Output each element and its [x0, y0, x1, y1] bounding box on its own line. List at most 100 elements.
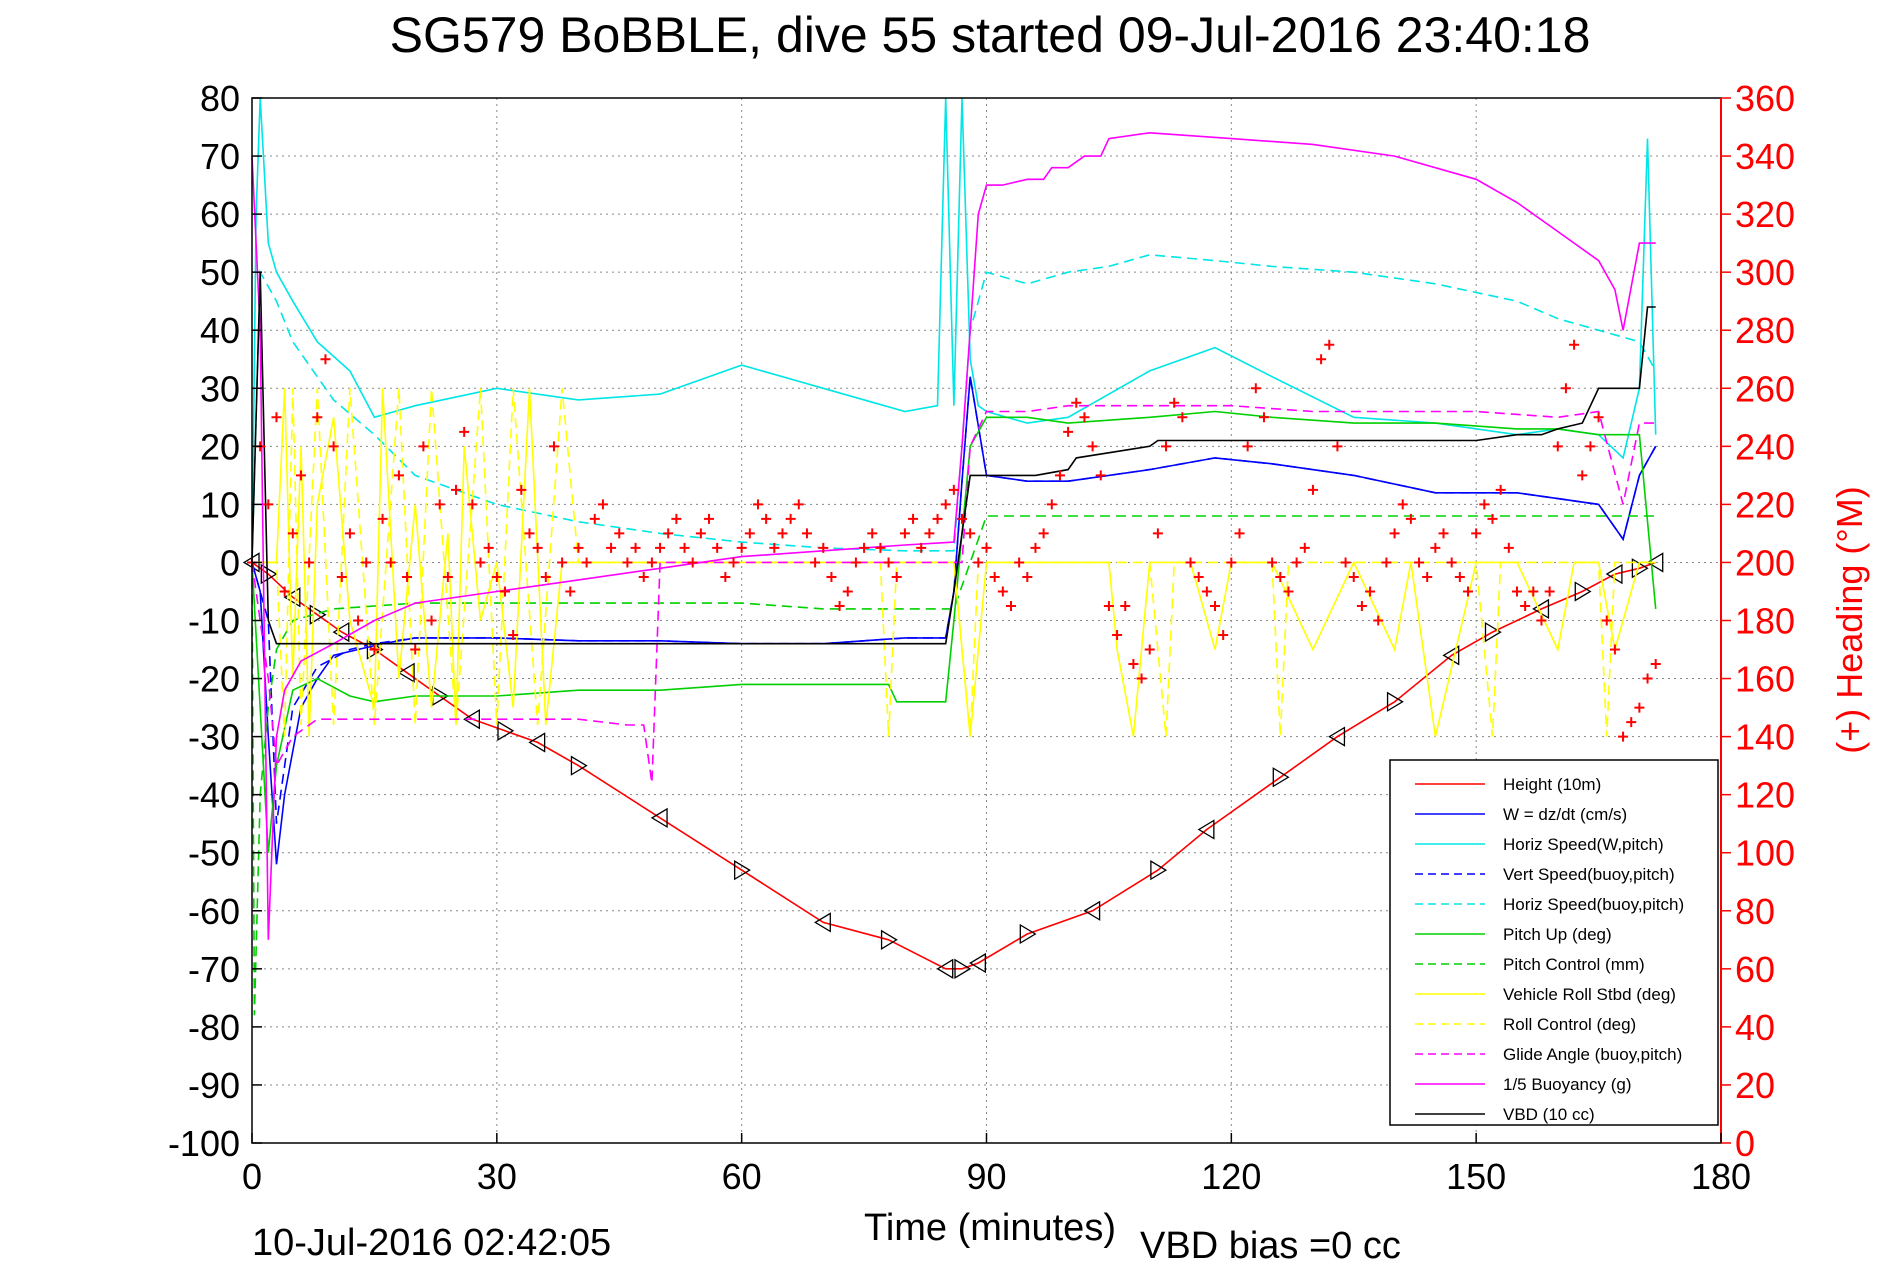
heading-point [1128, 659, 1139, 670]
heading-point [965, 528, 976, 539]
series-line [251, 272, 1656, 645]
height-point [1484, 621, 1502, 643]
heading-point [532, 542, 543, 553]
left-axis: 80 70 60 50 40 30 20 10 0 -10 -20 -30 -40 -50 -60 -70 -8… [168, 78, 262, 1164]
series-6 [251, 515, 1656, 1016]
legend-entry: W = dz/dt (cm/s) [1503, 805, 1627, 824]
height-point [332, 621, 350, 643]
height-point [650, 807, 668, 829]
heading-point [1161, 441, 1172, 452]
series-line [251, 515, 1656, 1016]
heading-point [973, 557, 984, 568]
heading-point [1112, 630, 1123, 641]
heading-point [957, 513, 968, 524]
height-point [1386, 691, 1404, 712]
heading-point [1258, 412, 1269, 423]
heading-point [475, 557, 486, 568]
series-line [251, 376, 1657, 824]
heading-point [1593, 412, 1604, 423]
heading-point [1463, 586, 1474, 597]
heading-point [304, 557, 315, 568]
heading-point [1626, 717, 1637, 728]
heading-point [1609, 644, 1620, 655]
heading-point [916, 542, 927, 553]
y2-tick-label: 280 [1735, 310, 1795, 351]
heading-point [524, 528, 535, 539]
heading-point [1169, 397, 1180, 408]
heading-point [1528, 586, 1539, 597]
series-line [252, 388, 1656, 737]
y-tick-label: -20 [188, 659, 240, 700]
heading-point [361, 557, 372, 568]
heading-point [826, 571, 837, 582]
height-point [528, 732, 546, 753]
y2-tick-label: 360 [1735, 78, 1795, 119]
heading-point [548, 441, 559, 452]
heading-point [948, 484, 959, 495]
x-axis: 0 30 60 90 120 150 180 [242, 1133, 1751, 1197]
heading-point [1210, 600, 1221, 611]
heading-point [1054, 470, 1065, 481]
heading-point [1585, 441, 1596, 452]
height-point [570, 755, 588, 776]
heading-point [1063, 426, 1074, 437]
heading-point [1503, 542, 1514, 553]
series-line [251, 131, 1656, 940]
legend-entry: Horiz Speed(buoy,pitch) [1503, 895, 1684, 914]
heading-point [720, 571, 731, 582]
heading-point [1046, 499, 1057, 510]
x-axis-label: Time (minutes) [864, 1207, 1116, 1249]
x-tick-label: 180 [1691, 1156, 1751, 1197]
heading-point [1152, 528, 1163, 539]
heading-point [1569, 339, 1580, 350]
height-point [1083, 900, 1101, 921]
heading-point [1479, 499, 1490, 510]
heading-point [1185, 557, 1196, 568]
heading-point [1242, 441, 1253, 452]
heading-point [377, 513, 388, 524]
height-point [1197, 819, 1215, 840]
heading-point [1348, 571, 1359, 582]
heading-point [1601, 615, 1612, 626]
heading-point [1218, 630, 1229, 641]
heading-point [1283, 586, 1294, 597]
heading-point [1120, 600, 1131, 611]
heading-point [1405, 513, 1416, 524]
y-tick-label: 60 [200, 194, 240, 235]
y-tick-label: 30 [200, 368, 240, 409]
heading-point [997, 586, 1008, 597]
y-tick-label: 50 [200, 252, 240, 293]
y2-tick-label: 260 [1735, 368, 1795, 409]
heading-point [1642, 673, 1653, 684]
y2-tick-label: 120 [1735, 775, 1795, 816]
heading-point [752, 499, 763, 510]
heading-point [1299, 542, 1310, 553]
x-tick-label: 150 [1446, 1156, 1506, 1197]
heading-point [1511, 586, 1522, 597]
height-point [260, 563, 278, 585]
heading-point [704, 513, 715, 524]
y2-tick-label: 220 [1735, 484, 1795, 525]
legend-entry: Roll Control (deg) [1503, 1015, 1636, 1034]
heading-point [1071, 397, 1082, 408]
heading-point [451, 484, 462, 495]
y-tick-label: 40 [200, 310, 240, 351]
right-axis-label: (+) Heading (°M) [1829, 486, 1870, 753]
heading-point [1438, 528, 1449, 539]
legend-entry: Pitch Up (deg) [1503, 925, 1612, 944]
heading-point [295, 470, 306, 481]
heading-point [606, 542, 617, 553]
heading-point [483, 542, 494, 553]
height-point [283, 587, 301, 608]
heading-point [728, 557, 739, 568]
heading-point [655, 542, 666, 553]
series-line [251, 253, 1657, 563]
series-line [251, 404, 1656, 784]
series-layer [242, 97, 1664, 1016]
heading-point [646, 557, 657, 568]
heading-point [1373, 615, 1384, 626]
y-tick-label: -100 [168, 1123, 240, 1164]
height-point [463, 709, 480, 730]
heading-point [459, 426, 470, 437]
